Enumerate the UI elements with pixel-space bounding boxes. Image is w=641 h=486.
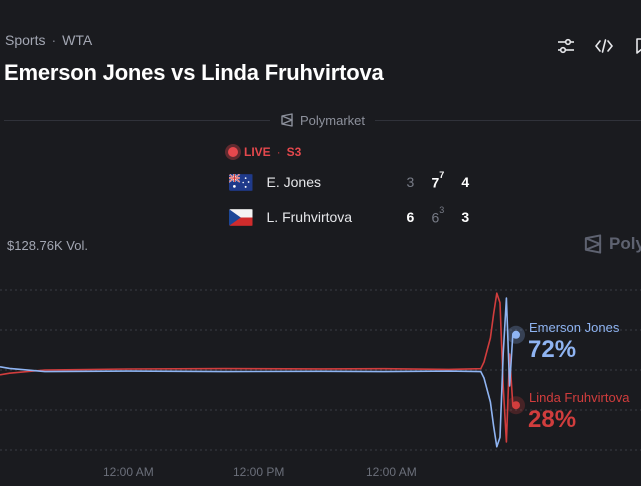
- divider-right: [375, 119, 641, 121]
- breadcrumb-wta[interactable]: WTA: [62, 32, 93, 48]
- page-title: Emerson Jones vs Linda Fruhvirtova: [4, 60, 384, 85]
- live-dot-icon: [228, 147, 238, 157]
- set-score: 4: [461, 174, 470, 190]
- polymarket-brand: Polymarket: [270, 113, 375, 128]
- series-value-fruhvirtova: 28%: [528, 406, 577, 433]
- breadcrumb: Sports · WTA: [5, 32, 92, 48]
- tiebreak-score: 7: [439, 169, 445, 180]
- czech-flag-icon: [229, 208, 253, 226]
- set-score: 63: [424, 205, 451, 226]
- volume-label: $128.76K Vol.: [7, 238, 88, 253]
- polymarket-label: Polymarket: [299, 112, 366, 128]
- set-score: 6: [406, 209, 415, 225]
- live-set: S3: [286, 145, 302, 159]
- chart-markers: [507, 325, 526, 415]
- code-icon[interactable]: [594, 36, 614, 56]
- series-line-fruhvirtova: [0, 292, 516, 443]
- player-name: L. Fruhvirtova: [266, 209, 353, 225]
- set-score: 77: [424, 170, 451, 191]
- breadcrumb-separator: ·: [51, 32, 57, 48]
- x-tick-label: 12:00 PM: [233, 465, 285, 479]
- live-separator: ·: [276, 145, 281, 159]
- player-name: E. Jones: [266, 174, 321, 190]
- watermark-label: Poly: [609, 234, 641, 253]
- price-chart[interactable]: [0, 270, 641, 460]
- polymarket-watermark-icon: [584, 234, 602, 254]
- polymarket-logo-icon: [281, 113, 293, 127]
- breadcrumb-sports[interactable]: Sports: [5, 32, 46, 48]
- set-score: 3: [406, 174, 415, 190]
- x-tick-label: 12:00 AM: [366, 465, 417, 479]
- player-row-jones: E. Jones 3 77 4: [229, 170, 479, 193]
- bookmark-icon[interactable]: [632, 36, 641, 56]
- polymarket-divider: Polymarket: [4, 110, 641, 130]
- australia-flag-icon: [229, 173, 253, 191]
- live-label: LIVE: [244, 145, 271, 159]
- series-line-jones: [0, 297, 516, 448]
- tiebreak-score: 3: [439, 204, 445, 215]
- series-marker-fruhvirtova: [512, 401, 521, 410]
- chart-lines: [0, 292, 516, 448]
- polymarket-watermark: Poly: [583, 234, 641, 254]
- divider-left: [4, 119, 270, 121]
- series-value-jones: 72%: [528, 336, 577, 363]
- header-actions: [556, 36, 641, 56]
- live-indicator: LIVE · S3: [228, 145, 301, 159]
- series-marker-jones: [512, 330, 521, 339]
- series-name-jones: Emerson Jones: [529, 320, 620, 335]
- set-games: 7: [431, 174, 440, 191]
- player-row-fruhvirtova: L. Fruhvirtova 6 63 3: [229, 205, 479, 228]
- x-tick-label: 12:00 AM: [103, 465, 154, 479]
- sliders-icon[interactable]: [556, 36, 576, 56]
- series-name-fruhvirtova: Linda Fruhvirtova: [529, 390, 630, 405]
- set-games: 6: [431, 209, 440, 226]
- set-score: 3: [461, 209, 470, 225]
